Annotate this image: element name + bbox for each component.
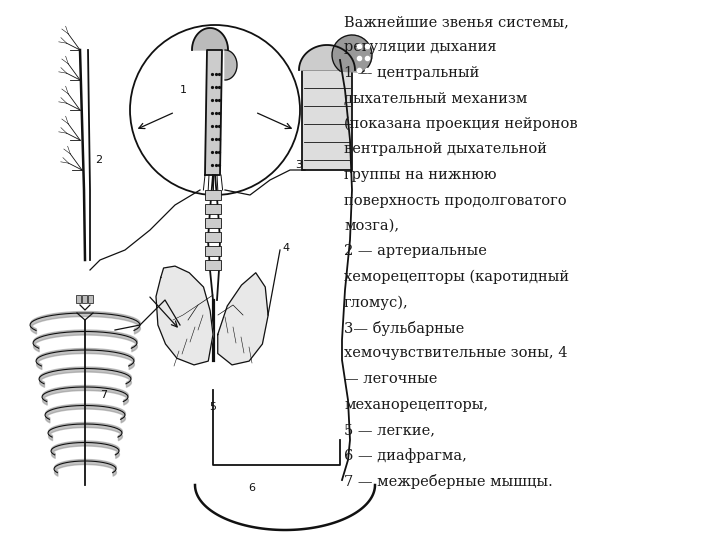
Text: 6 — диафрагма,: 6 — диафрагма, [344, 449, 467, 463]
Text: группы на нижнюю: группы на нижнюю [344, 168, 497, 182]
Text: 1 — центральный: 1 — центральный [344, 66, 480, 80]
Polygon shape [156, 266, 213, 365]
Text: 3: 3 [295, 160, 302, 170]
Text: 4: 4 [282, 243, 289, 253]
Text: хемочувствительные зоны, 4: хемочувствительные зоны, 4 [344, 347, 567, 361]
Text: 6: 6 [248, 483, 255, 493]
Bar [76, 295, 81, 303]
Bar [205, 232, 221, 242]
Text: регуляции дыхания: регуляции дыхания [344, 40, 497, 55]
Text: хеморецепторы (каротидный: хеморецепторы (каротидный [344, 270, 569, 285]
Bar [302, 70, 352, 170]
Polygon shape [192, 28, 228, 50]
Text: Важнейшие звенья системы,: Важнейшие звенья системы, [344, 15, 569, 29]
Text: вентральной дыхательной: вентральной дыхательной [344, 143, 547, 157]
Polygon shape [332, 35, 372, 72]
Text: гломус),: гломус), [344, 295, 409, 310]
Polygon shape [205, 50, 222, 175]
Text: 5 — легкие,: 5 — легкие, [344, 423, 435, 437]
Text: 7 — межреберные мышцы.: 7 — межреберные мышцы. [344, 474, 553, 489]
Bar [205, 204, 221, 214]
Text: 2 — артериальные: 2 — артериальные [344, 245, 487, 259]
Text: 7: 7 [100, 390, 107, 400]
Text: мозга),: мозга), [344, 219, 399, 233]
Bar [205, 218, 221, 228]
Polygon shape [225, 50, 237, 80]
Text: дыхательный механизм: дыхательный механизм [344, 91, 527, 105]
Text: поверхность продолговатого: поверхность продолговатого [344, 193, 567, 207]
Polygon shape [217, 273, 268, 365]
Bar [205, 260, 221, 270]
Bar [205, 246, 221, 256]
Text: 3— бульбарные: 3— бульбарные [344, 321, 464, 336]
Polygon shape [299, 45, 355, 70]
Text: 2: 2 [95, 155, 102, 165]
Text: 1: 1 [180, 85, 187, 95]
Bar [82, 295, 87, 303]
Text: (показана проекция нейронов: (показана проекция нейронов [344, 117, 577, 131]
Bar [205, 190, 221, 200]
Bar [88, 295, 93, 303]
Text: — легочные: — легочные [344, 372, 437, 386]
Text: 5: 5 [210, 402, 217, 412]
Text: механорецепторы,: механорецепторы, [344, 397, 488, 411]
